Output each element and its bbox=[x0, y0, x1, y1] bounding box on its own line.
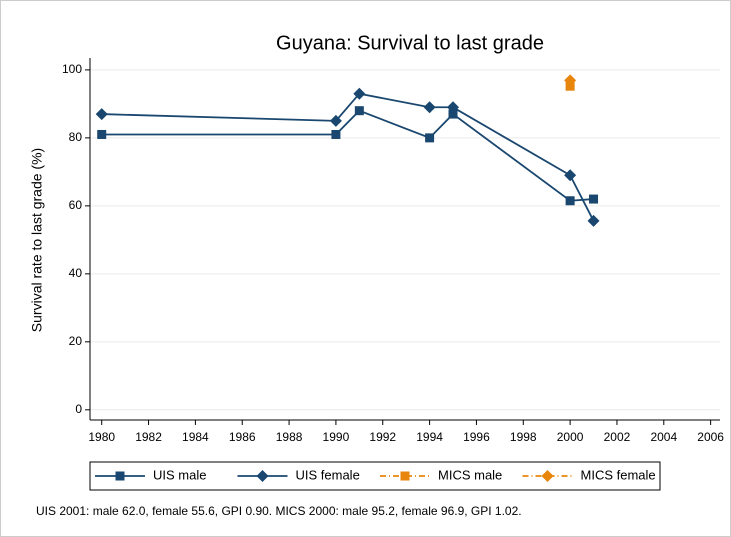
chart-title: Guyana: Survival to last grade bbox=[276, 32, 544, 54]
legend-label: UIS male bbox=[153, 467, 206, 482]
data-point bbox=[423, 101, 436, 114]
x-tick-label: 1988 bbox=[276, 430, 303, 444]
x-tick-label: 1994 bbox=[416, 430, 443, 444]
legend-marker bbox=[400, 471, 410, 481]
x-tick-label: 1986 bbox=[229, 430, 256, 444]
data-point bbox=[565, 196, 575, 206]
y-tick-label: 80 bbox=[69, 130, 83, 144]
data-point bbox=[97, 129, 107, 139]
y-tick-label: 100 bbox=[62, 62, 82, 76]
data-point bbox=[589, 194, 599, 204]
y-tick-label: 60 bbox=[69, 198, 83, 212]
data-point bbox=[95, 108, 108, 121]
y-axis-label: Survival rate to last grade (%) bbox=[29, 148, 45, 332]
data-point bbox=[354, 106, 364, 116]
x-tick-label: 2004 bbox=[650, 430, 677, 444]
legend-marker bbox=[115, 471, 125, 481]
x-tick-label: 2006 bbox=[697, 430, 724, 444]
data-point bbox=[425, 133, 435, 143]
note: UIS 2001: male 62.0, female 55.6, GPI 0.… bbox=[36, 504, 522, 518]
y-tick-label: 20 bbox=[69, 334, 83, 348]
data-point bbox=[353, 87, 366, 100]
x-tick-label: 2002 bbox=[604, 430, 631, 444]
data-point bbox=[331, 129, 341, 139]
x-tick-label: 1992 bbox=[369, 430, 396, 444]
y-tick-label: 0 bbox=[75, 402, 82, 416]
x-tick-label: 1984 bbox=[182, 430, 209, 444]
y-tick-label: 40 bbox=[69, 266, 83, 280]
data-point bbox=[447, 101, 460, 114]
legend-label: UIS female bbox=[296, 467, 360, 482]
data-point bbox=[564, 169, 577, 182]
x-tick-label: 1990 bbox=[323, 430, 350, 444]
legend-marker bbox=[541, 470, 554, 482]
x-tick-label: 2000 bbox=[557, 430, 584, 444]
legend-label: MICS male bbox=[438, 467, 502, 482]
legend-marker bbox=[256, 470, 269, 482]
x-tick-label: 1980 bbox=[88, 430, 115, 444]
x-tick-label: 1996 bbox=[463, 430, 490, 444]
data-point bbox=[448, 109, 458, 119]
legend-label: MICS female bbox=[581, 467, 656, 482]
data-point bbox=[329, 114, 342, 127]
data-point bbox=[587, 214, 600, 227]
x-tick-label: 1982 bbox=[135, 430, 162, 444]
x-tick-label: 1998 bbox=[510, 430, 537, 444]
data-point bbox=[564, 74, 577, 87]
